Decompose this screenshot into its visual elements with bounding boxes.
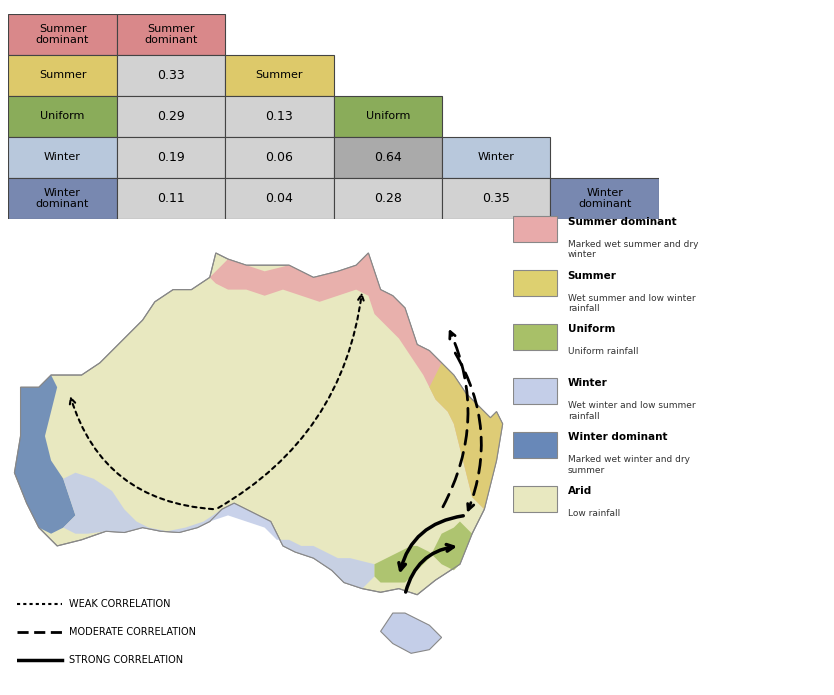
Polygon shape	[380, 613, 442, 653]
Text: 0.35: 0.35	[482, 192, 510, 205]
Bar	[513, 216, 556, 243]
Text: Wet winter and low summer
rainfall: Wet winter and low summer rainfall	[568, 402, 696, 420]
Text: Arid: Arid	[568, 486, 592, 496]
Text: Winter
dominant: Winter dominant	[578, 188, 631, 209]
Text: 0.04: 0.04	[265, 192, 294, 205]
Polygon shape	[374, 521, 472, 582]
Text: Summer: Summer	[256, 70, 303, 81]
Text: STRONG CORRELATION: STRONG CORRELATION	[69, 655, 183, 665]
Bar	[513, 324, 556, 350]
Bar	[513, 486, 556, 512]
Text: Summer: Summer	[39, 70, 86, 81]
Bar	[442, 137, 550, 178]
Bar	[8, 178, 117, 219]
Text: Winter
dominant: Winter dominant	[36, 188, 89, 209]
Polygon shape	[63, 473, 374, 589]
Text: Summer
dominant: Summer dominant	[36, 24, 89, 45]
Text: Summer
dominant: Summer dominant	[144, 24, 198, 45]
Bar	[334, 178, 442, 219]
Text: Uniform: Uniform	[40, 111, 85, 122]
Polygon shape	[14, 375, 75, 534]
Bar	[8, 55, 117, 96]
Text: WEAK CORRELATION: WEAK CORRELATION	[69, 598, 171, 609]
Bar	[225, 96, 334, 137]
Text: Marked wet summer and dry
winter: Marked wet summer and dry winter	[568, 240, 698, 259]
Text: Low rainfall: Low rainfall	[568, 509, 620, 518]
Text: Uniform: Uniform	[365, 111, 410, 122]
Bar	[550, 178, 659, 219]
Bar	[117, 55, 225, 96]
Bar	[117, 96, 225, 137]
Bar	[117, 14, 225, 55]
Text: Uniform rainfall: Uniform rainfall	[568, 348, 638, 357]
Text: Uniform: Uniform	[568, 325, 615, 334]
Bar	[513, 432, 556, 458]
Text: 0.64: 0.64	[374, 151, 402, 164]
Bar	[8, 137, 117, 178]
Polygon shape	[430, 363, 503, 509]
Text: Winter: Winter	[478, 152, 515, 163]
Text: 0.29: 0.29	[157, 110, 185, 123]
Text: Summer: Summer	[568, 270, 616, 281]
Text: Winter: Winter	[568, 378, 607, 389]
Polygon shape	[209, 253, 503, 509]
Text: 0.06: 0.06	[265, 151, 294, 164]
Bar	[334, 137, 442, 178]
Text: MODERATE CORRELATION: MODERATE CORRELATION	[69, 627, 196, 637]
Polygon shape	[14, 253, 503, 595]
Bar	[8, 14, 117, 55]
Bar	[8, 96, 117, 137]
Text: 0.19: 0.19	[157, 151, 185, 164]
Bar	[225, 137, 334, 178]
Text: Winter dominant: Winter dominant	[568, 432, 667, 442]
Bar	[334, 96, 442, 137]
Bar	[117, 178, 225, 219]
Bar	[513, 270, 556, 296]
Text: Summer dominant: Summer dominant	[568, 217, 676, 227]
Bar	[442, 178, 550, 219]
Bar	[117, 137, 225, 178]
Text: Wet summer and low winter
rainfall: Wet summer and low winter rainfall	[568, 294, 696, 313]
Text: Winter: Winter	[44, 152, 81, 163]
Text: 0.33: 0.33	[157, 69, 185, 82]
Text: 0.28: 0.28	[374, 192, 402, 205]
Bar	[225, 178, 334, 219]
Text: Marked wet winter and dry
summer: Marked wet winter and dry summer	[568, 455, 690, 475]
Bar	[225, 55, 334, 96]
Bar	[513, 378, 556, 404]
Text: 0.13: 0.13	[265, 110, 294, 123]
Text: 0.11: 0.11	[157, 192, 185, 205]
